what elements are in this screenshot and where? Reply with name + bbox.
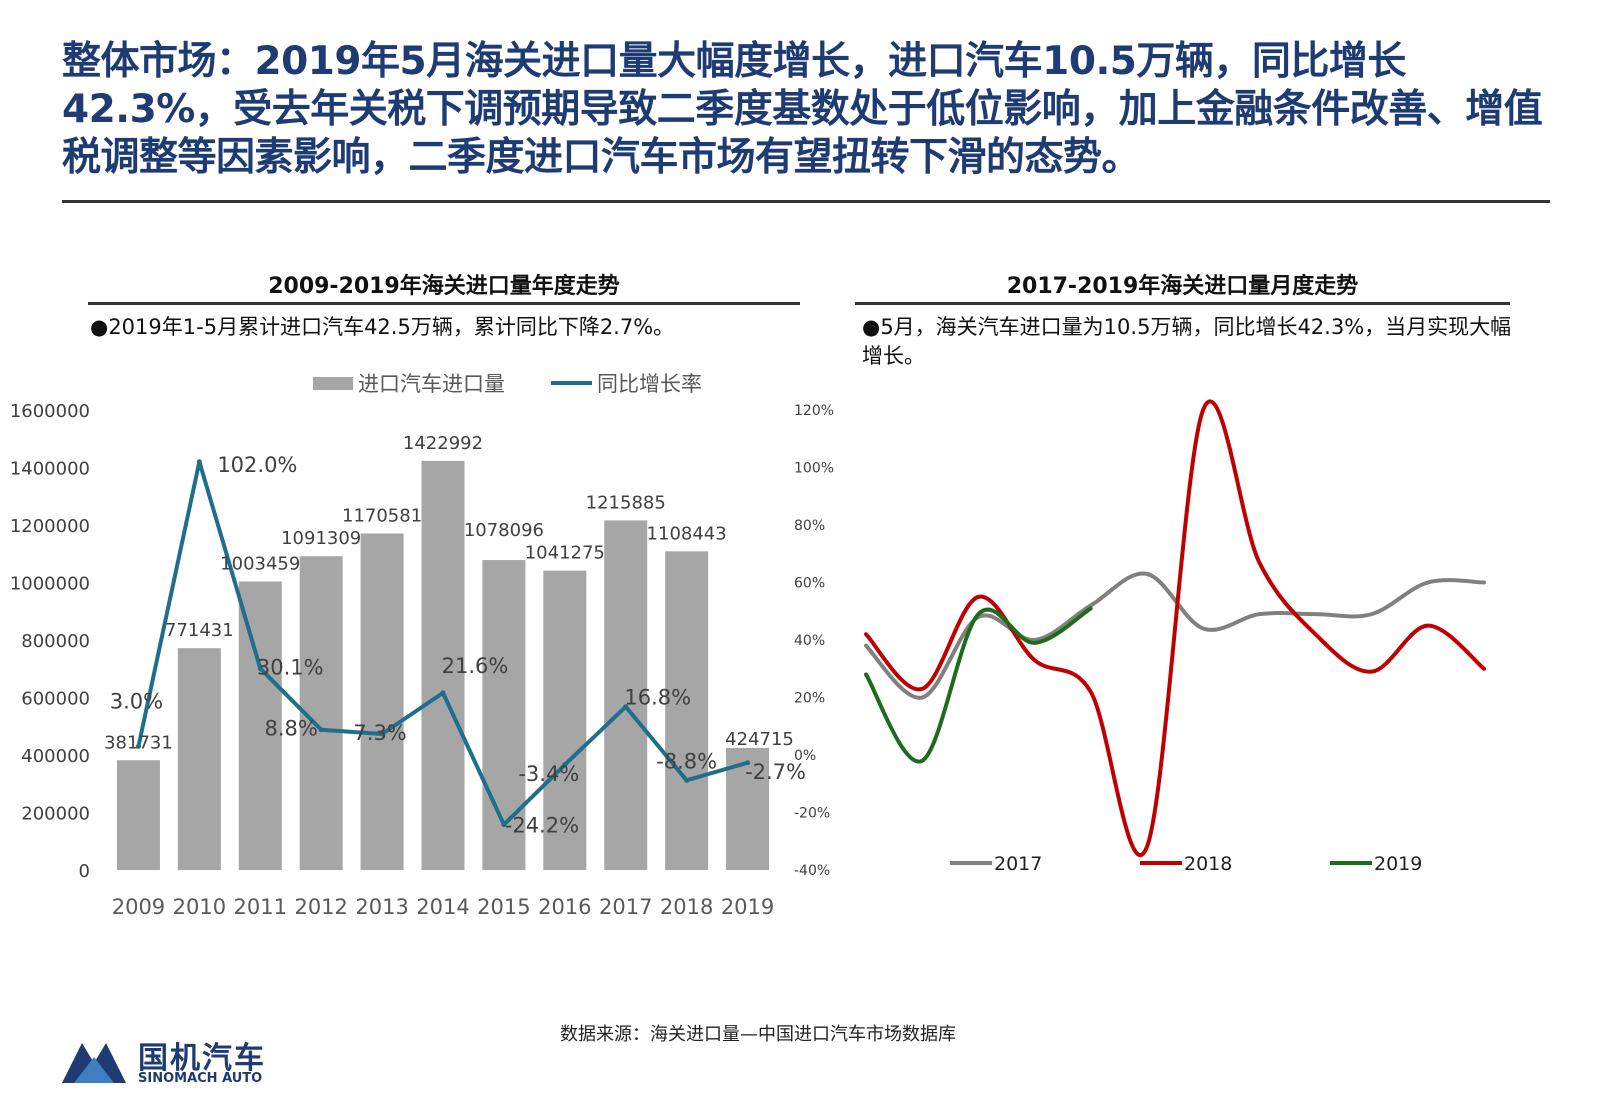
y-right-tick-label: -20% [794, 806, 830, 822]
bar-value-label: 1003459 [220, 554, 300, 575]
y-left-tick-label: 1200000 [10, 516, 90, 537]
legend-label-2017: 2017 [994, 853, 1042, 875]
x-tick-label-2018: 2018 [660, 895, 713, 919]
legend-label-line: 同比增长率 [597, 372, 702, 396]
bar-2016 [543, 570, 587, 870]
y-right-tick-label: 80% [794, 518, 825, 534]
headline: 整体市场：2019年5月海关进口量大幅度增长，进口汽车10.5万辆，同比增长42… [62, 39, 1543, 180]
bar-2009 [116, 760, 160, 870]
y-right-tick-label: 120% [794, 403, 834, 419]
bar-2014 [421, 460, 465, 870]
bar-2011 [238, 581, 282, 870]
growth-point-2012 [318, 727, 324, 733]
y-right-tick-label: 60% [794, 576, 825, 592]
growth-point-2013 [379, 731, 385, 737]
y-left-tick-label: 800000 [21, 631, 90, 652]
growth-point-2018 [684, 777, 690, 783]
bar-value-label: 1078096 [464, 520, 544, 541]
x-tick-label-2010: 2010 [173, 895, 226, 919]
series-line-2019 [864, 606, 1093, 764]
growth-point-2015 [501, 822, 507, 828]
left-title-divider [88, 302, 800, 305]
bar-value-label: 424715 [725, 729, 794, 750]
bar-value-label: 1422992 [403, 433, 483, 454]
growth-value-label: -24.2% [505, 814, 579, 838]
growth-value-label: 3.0% [110, 689, 163, 713]
right-bullet-note: ●5月，海关汽车进口量为10.5万辆，同比增长42.3%，当月实现大幅增长。 [862, 315, 1512, 368]
y-right-tick-label: -40% [794, 863, 830, 879]
y-left-tick-label: 1600000 [10, 401, 90, 422]
x-tick-label-2016: 2016 [538, 895, 591, 919]
x-tick-label-2017: 2017 [599, 895, 652, 919]
growth-value-label: 16.8% [624, 686, 691, 710]
y-left-tick-label: 200000 [21, 804, 90, 825]
growth-value-label: 8.8% [265, 717, 318, 741]
bar-value-label: 1041275 [525, 543, 605, 564]
bar-value-label: 771431 [165, 620, 234, 641]
growth-value-label: 102.0% [217, 453, 297, 477]
bar-2018 [665, 551, 709, 870]
bar-value-label: 1091309 [281, 528, 361, 549]
y-right-tick-label: 20% [794, 691, 825, 707]
x-tick-label-2012: 2012 [294, 895, 347, 919]
right-chart-title: 2017-2019年海关进口量月度走势 [1006, 274, 1359, 299]
left-bullet-note: ●2019年1-5月累计进口汽车42.5万辆，累计同比下降2.7%。 [90, 315, 675, 339]
y-right-tick-label: 0% [794, 748, 816, 764]
logo-english-name: SINOMACH AUTO [138, 1071, 263, 1086]
bar-2013 [360, 533, 404, 870]
growth-value-label: 21.6% [442, 654, 509, 678]
bar-value-label: 381731 [104, 732, 173, 753]
logo-chinese-name: 国机汽车 [138, 1041, 266, 1076]
x-tick-label-2013: 2013 [355, 895, 408, 919]
headline-divider [62, 200, 1550, 203]
bar-2017 [604, 520, 648, 870]
y-left-tick-label: 600000 [21, 689, 90, 710]
data-source-note: 数据来源：海关进口量—中国进口汽车市场数据库 [560, 1024, 956, 1045]
x-tick-label-2014: 2014 [416, 895, 469, 919]
y-right-tick-label: 40% [794, 633, 825, 649]
series-line-2018 [864, 399, 1486, 858]
bar-value-label: 1170581 [342, 505, 422, 526]
growth-point-2017 [623, 704, 629, 710]
legend-swatch-bar [313, 377, 353, 390]
growth-value-label: -8.8% [656, 749, 717, 773]
y-right-tick-label: 100% [794, 461, 834, 477]
growth-value-label: 30.1% [257, 655, 324, 679]
growth-point-2016 [562, 762, 568, 768]
bar-value-label: 1108443 [647, 523, 727, 544]
bar-2015 [482, 560, 526, 870]
growth-point-2009 [135, 743, 141, 749]
y-left-tick-label: 400000 [21, 746, 90, 767]
growth-value-label: -3.4% [518, 762, 579, 786]
annual-import-chart: 进口汽车进口量 同比增长率 0 200000 400000 600000 800000 100… [10, 372, 834, 919]
bar-2010 [177, 648, 221, 870]
sinomach-logo-icon [62, 1043, 126, 1083]
right-title-divider [855, 302, 1510, 305]
growth-point-2014 [440, 690, 446, 696]
y-left-tick-label: 0 [79, 861, 90, 882]
x-tick-label-2015: 2015 [477, 895, 530, 919]
y-left-tick-label: 1000000 [10, 574, 90, 595]
series-line-2017 [864, 571, 1486, 700]
monthly-import-chart: 2017 2018 2019 [864, 399, 1486, 875]
bar-value-label: 1215885 [586, 492, 666, 513]
legend-label-bar: 进口汽车进口量 [358, 372, 505, 396]
growth-point-2010 [196, 459, 202, 465]
legend-label-2018: 2018 [1184, 853, 1232, 875]
growth-value-label: -2.7% [745, 760, 806, 784]
legend-label-2019: 2019 [1374, 853, 1422, 875]
x-tick-label-2011: 2011 [234, 895, 287, 919]
growth-point-2011 [257, 665, 263, 671]
left-chart-title: 2009-2019年海关进口量年度走势 [268, 274, 620, 299]
sinomach-logo: 国机汽车 SINOMACH AUTO [60, 1033, 320, 1093]
x-tick-label-2019: 2019 [721, 895, 774, 919]
growth-value-label: 7.3% [353, 721, 406, 745]
x-tick-label-2009: 2009 [112, 895, 165, 919]
growth-point-2019 [745, 760, 751, 766]
y-left-tick-label: 1400000 [10, 459, 90, 480]
